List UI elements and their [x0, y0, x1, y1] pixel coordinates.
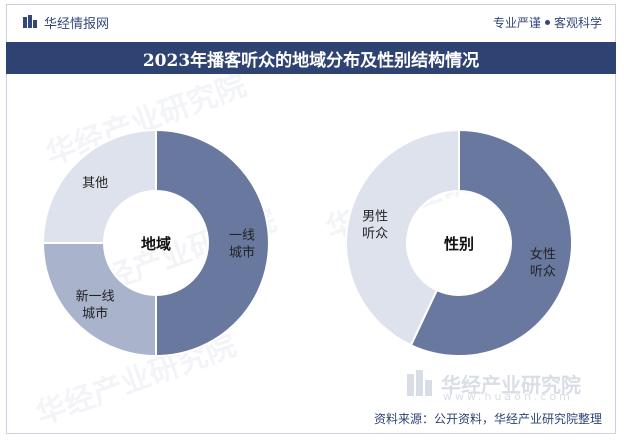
chart-title: 2023年播客听众的地域分布及性别结构情况 [142, 50, 480, 71]
brand[interactable]: 华经情报网 [22, 13, 109, 32]
chart-frame [6, 4, 616, 434]
tagline-dot-icon [544, 19, 550, 25]
source-note: 资料来源：公开资料，华经产业研究院整理 [373, 411, 602, 426]
donut-slice [409, 128, 573, 357]
footer: 资料来源：公开资料，华经产业研究院整理 [6, 406, 616, 430]
donut-center-label: 性别 [444, 235, 474, 253]
slice-label: 新一线城市 [76, 288, 115, 321]
watermark-brand: 华经产业研究院 www.huaon.com [405, 368, 581, 403]
slice-label: 一线城市 [229, 229, 255, 261]
tagline-left: 专业严谨 [492, 15, 541, 30]
brand-name: 华经情报网 [44, 16, 110, 32]
donut-slice [41, 128, 157, 244]
watermark-logo-icon [407, 370, 432, 396]
tagline-right: 客观科学 [553, 15, 602, 30]
header-bar: 华经情报网 专业严谨 客观科学 [6, 4, 616, 40]
slice-label: 女性听众 [530, 246, 556, 279]
slice-label: 其他 [82, 176, 108, 191]
donut-slice [41, 242, 157, 358]
slice-label: 男性听众 [362, 210, 388, 242]
title-bar: 2023年播客听众的地域分布及性别结构情况 [6, 42, 616, 74]
watermark-url: www.huaon.com [443, 390, 573, 403]
donut-center-label: 地域 [141, 235, 171, 253]
donut-slice [155, 128, 270, 358]
watermark-brand-name: 华经产业研究院 [441, 372, 581, 397]
brand-logo-icon [23, 15, 37, 28]
tagline: 专业严谨 客观科学 [493, 14, 602, 31]
donut-slice [345, 128, 460, 347]
